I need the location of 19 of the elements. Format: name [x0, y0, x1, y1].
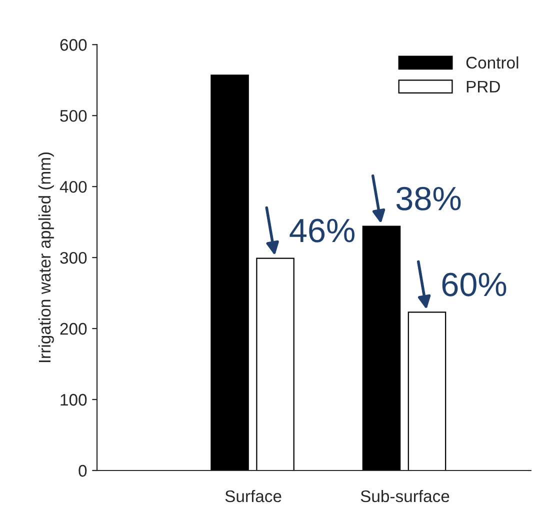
legend-label: PRD: [466, 80, 500, 92]
annotation: 46%: [290, 218, 354, 242]
y-tick-label: 600: [60, 39, 87, 51]
y-tick-label: 200: [60, 322, 87, 335]
y-tick-label: 400: [60, 180, 87, 193]
y-tick-label: 0: [78, 464, 87, 477]
y-axis-title: Irrigation water applied (mm): [38, 152, 54, 362]
x-tick-label: Sub-surface: [360, 490, 450, 502]
y-tick-label: 300: [60, 252, 87, 264]
annotation: 38%: [396, 186, 461, 210]
x-tick-label: Surface: [225, 490, 282, 502]
bar: [362, 226, 401, 470]
y-tick-label: 100: [60, 394, 87, 406]
bar: [256, 258, 294, 470]
bar: [408, 312, 446, 470]
annotation: 60%: [442, 272, 506, 296]
bar: [210, 74, 249, 470]
legend-label: Control: [466, 56, 518, 69]
y-tick-label: 500: [60, 110, 87, 122]
